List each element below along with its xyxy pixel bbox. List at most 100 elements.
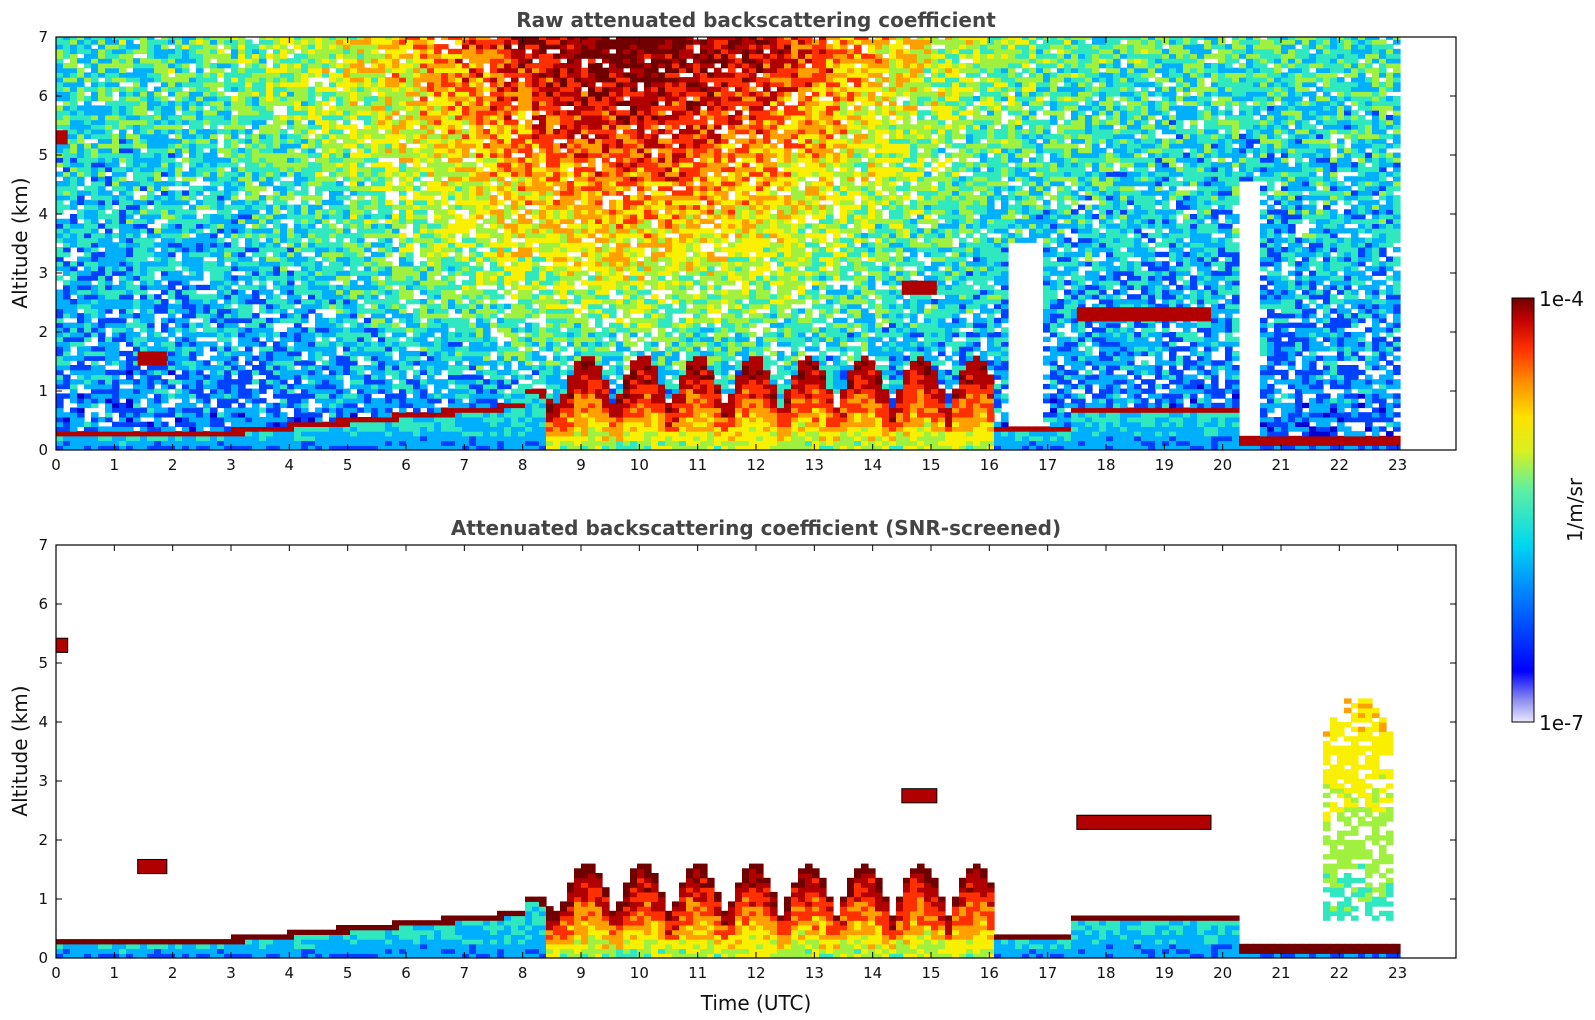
heatmap-cell: [161, 261, 169, 267]
heatmap-cell: [497, 214, 505, 220]
heatmap-cell: [308, 114, 316, 121]
heatmap-cell: [350, 270, 358, 276]
heatmap-cell: [245, 388, 253, 394]
heatmap-cell: [448, 232, 456, 239]
heatmap-cell: [483, 147, 491, 154]
heatmap-cell: [112, 379, 120, 385]
heatmap-cell: [413, 228, 421, 234]
heatmap-cell: [210, 388, 218, 394]
heatmap-cell: [476, 426, 484, 432]
heatmap-cell: [469, 280, 477, 286]
heatmap-cell: [238, 77, 246, 83]
heatmap-cell: [182, 402, 190, 409]
heatmap-cell: [504, 242, 512, 248]
heatmap-cell: [98, 256, 106, 262]
heatmap-cell: [182, 181, 190, 187]
heatmap-cell: [224, 204, 232, 210]
heatmap-cell: [392, 48, 400, 55]
heatmap-cell: [196, 53, 204, 59]
heatmap-cell: [203, 96, 211, 102]
heatmap-cell: [140, 261, 148, 267]
heatmap-cell: [301, 223, 309, 229]
heatmap-cell: [399, 77, 407, 83]
heatmap-cell: [140, 166, 148, 173]
heatmap-cell: [161, 171, 169, 177]
heatmap-cell: [301, 81, 309, 88]
heatmap-cell: [448, 426, 456, 432]
heatmap-cell: [245, 242, 253, 248]
heatmap-cell: [476, 431, 484, 437]
heatmap-cell: [133, 77, 141, 83]
heatmap-cell: [196, 374, 204, 380]
heatmap-cell: [462, 63, 470, 69]
heatmap-cell: [70, 185, 78, 191]
heatmap-cell: [126, 58, 134, 64]
heatmap-cell: [259, 110, 267, 116]
heatmap-cell: [203, 265, 211, 272]
heatmap-cell: [413, 445, 421, 450]
heatmap-cell: [84, 171, 92, 177]
heatmap-cell: [84, 350, 92, 357]
heatmap-cell: [504, 171, 512, 177]
heatmap-cell: [196, 105, 204, 111]
heatmap-cell: [140, 214, 148, 220]
heatmap-cell: [336, 402, 344, 409]
heatmap-cell: [483, 228, 491, 234]
heatmap-cell: [413, 284, 421, 291]
heatmap-cell: [371, 284, 379, 291]
heatmap-cell: [56, 407, 64, 413]
heatmap-cell: [434, 251, 442, 258]
heatmap-cell: [399, 379, 407, 385]
heatmap-cell: [476, 280, 484, 286]
heatmap-cell: [147, 265, 155, 272]
heatmap-cell: [161, 53, 169, 59]
heatmap-cell: [322, 294, 330, 300]
heatmap-cell: [175, 44, 183, 50]
heatmap-cell: [378, 327, 386, 333]
heatmap-cell: [308, 336, 316, 342]
heatmap-cell: [420, 431, 428, 437]
heatmap-cell: [399, 426, 407, 432]
heatmap-cell: [469, 426, 477, 432]
heatmap-cell: [119, 289, 127, 295]
heatmap-cell: [406, 204, 414, 210]
heatmap-cell: [119, 280, 127, 286]
heatmap-cell: [203, 237, 211, 243]
heatmap-cell: [336, 72, 344, 78]
heatmap-cell: [161, 44, 169, 50]
heatmap-cell: [63, 237, 71, 243]
heatmap-cell: [483, 275, 491, 281]
heatmap-cell: [126, 114, 134, 121]
heatmap-cell: [315, 199, 323, 206]
heatmap-cell: [210, 114, 218, 121]
heatmap-cell: [434, 199, 442, 206]
heatmap-cell: [133, 67, 141, 73]
heatmap-cell: [455, 317, 463, 324]
heatmap-cell: [385, 388, 393, 394]
heatmap-cell: [231, 294, 239, 300]
heatmap-cell: [315, 261, 323, 267]
heatmap-cell: [245, 96, 253, 102]
heatmap-cell: [84, 265, 92, 272]
heatmap-cell: [392, 218, 400, 224]
heatmap-cell: [266, 181, 274, 187]
heatmap-cell: [56, 327, 64, 333]
heatmap-cell: [462, 143, 470, 149]
heatmap-cell: [448, 63, 456, 69]
heatmap-cell: [392, 86, 400, 92]
heatmap-cell: [455, 199, 463, 206]
heatmap-cell: [343, 308, 351, 314]
heatmap-cell: [497, 265, 505, 272]
heatmap-cell: [336, 91, 344, 97]
heatmap-cell: [413, 332, 421, 338]
heatmap-cell: [98, 313, 106, 319]
heatmap-cell: [266, 247, 274, 253]
heatmap-cell: [91, 398, 99, 404]
heatmap-cell: [315, 270, 323, 276]
heatmap-cell: [238, 256, 246, 262]
heatmap-cell: [56, 228, 64, 234]
heatmap-cell: [343, 332, 351, 338]
heatmap-cell: [399, 86, 407, 92]
heatmap-cell: [252, 317, 260, 324]
heatmap-cell: [175, 63, 183, 69]
